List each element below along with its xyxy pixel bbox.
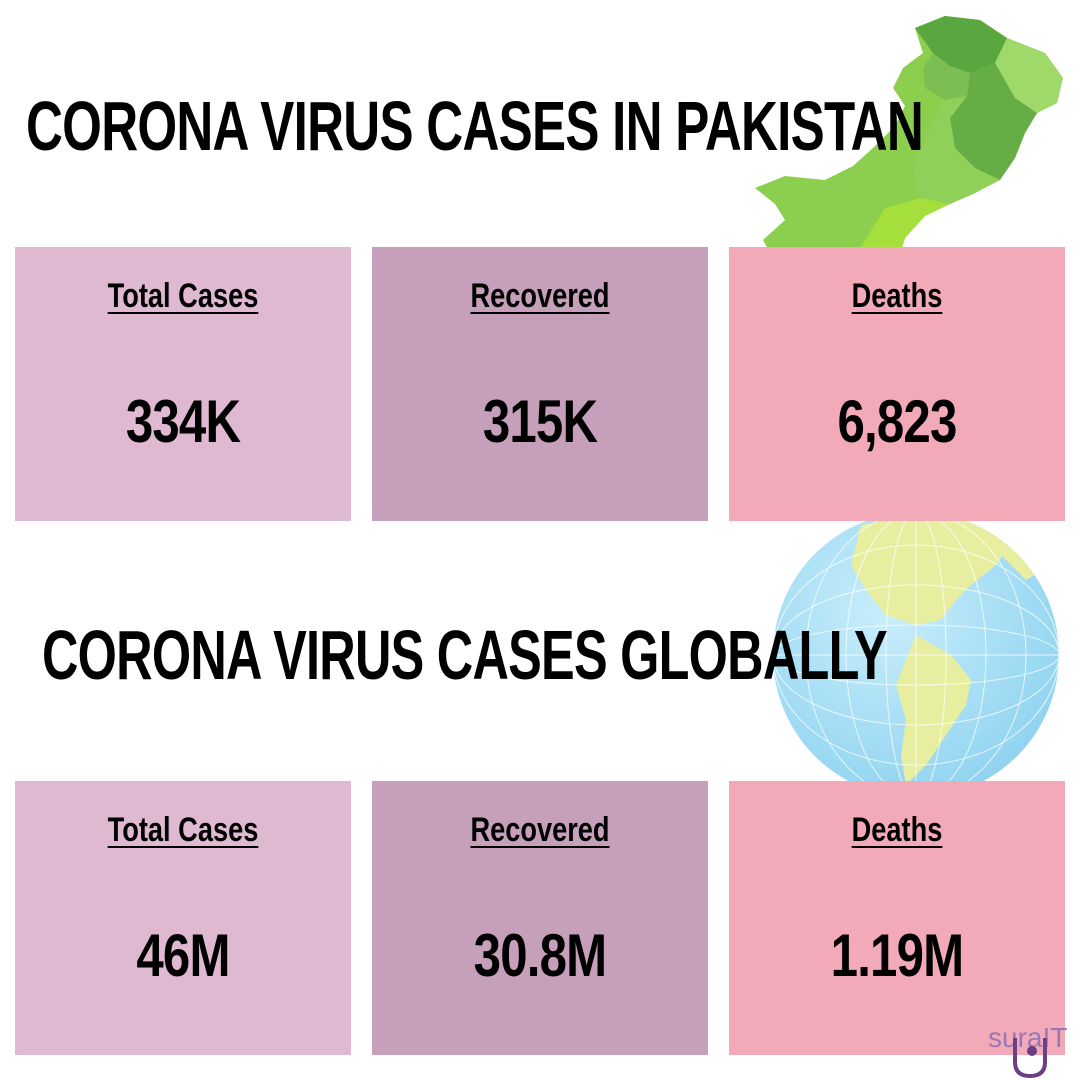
brand-logo: suraIT xyxy=(980,1020,1075,1080)
card-value: 6,823 xyxy=(837,388,957,455)
card-label: Recovered xyxy=(470,277,610,315)
pakistan-map-icon xyxy=(755,16,1063,270)
pakistan-recovered-card: Recovered 315K xyxy=(372,247,708,521)
card-label: Deaths xyxy=(851,811,943,849)
card-label: Total Cases xyxy=(107,811,259,849)
logo-text: suraIT xyxy=(988,1022,1068,1053)
card-label: Total Cases xyxy=(107,277,259,315)
global-total-cases-card: Total Cases 46M xyxy=(15,781,351,1055)
pakistan-heading: CORONA VIRUS CASES IN PAKISTAN xyxy=(26,87,924,165)
card-value: 334K xyxy=(125,388,241,455)
pakistan-deaths-card: Deaths 6,823 xyxy=(729,247,1065,521)
card-value: 30.8M xyxy=(473,922,607,989)
card-label: Deaths xyxy=(851,277,943,315)
logo-mark-icon xyxy=(1013,1038,1047,1079)
globe-icon xyxy=(773,512,1059,798)
card-value: 315K xyxy=(482,388,598,455)
card-label: Recovered xyxy=(470,811,610,849)
global-heading: CORONA VIRUS CASES GLOBALLY xyxy=(42,616,888,694)
global-deaths-card: Deaths 1.19M xyxy=(729,781,1065,1055)
card-value: 1.19M xyxy=(830,922,964,989)
pakistan-total-cases-card: Total Cases 334K xyxy=(15,247,351,521)
global-recovered-card: Recovered 30.8M xyxy=(372,781,708,1055)
card-value: 46M xyxy=(136,922,230,989)
